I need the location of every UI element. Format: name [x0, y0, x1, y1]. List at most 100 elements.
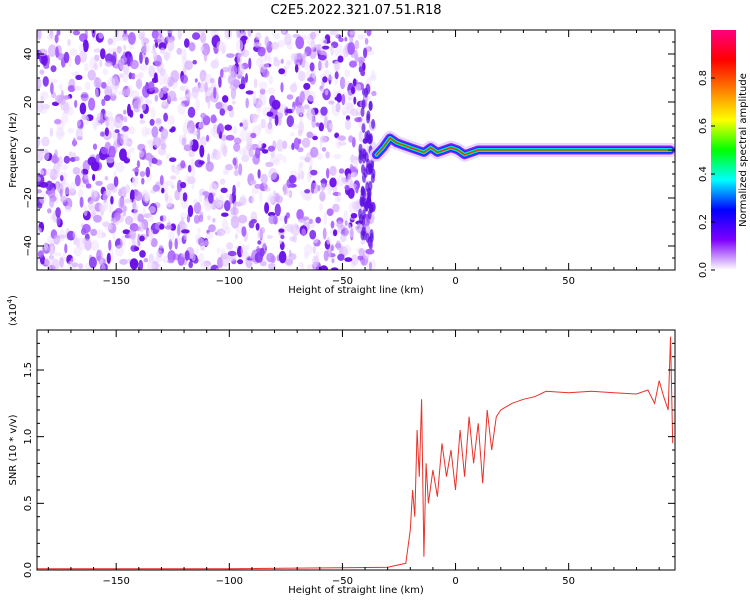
snr-x-axis-label: Height of straight line (km) — [288, 585, 424, 596]
noise-blob — [238, 148, 247, 156]
noise-blob — [188, 261, 193, 269]
noise-blob — [278, 215, 286, 222]
noise-blob — [333, 153, 342, 160]
noise-blob — [132, 168, 140, 172]
noise-blob — [131, 73, 136, 80]
noise-blob — [350, 108, 359, 117]
noise-blob — [74, 174, 81, 187]
noise-blob — [280, 58, 284, 64]
noise-blob — [220, 187, 228, 193]
noise-blob — [114, 129, 120, 134]
noise-blob — [342, 244, 351, 256]
noise-blob — [248, 57, 252, 70]
noise-blob — [250, 114, 260, 119]
noise-blob — [335, 240, 341, 251]
noise-blob — [317, 46, 323, 51]
noise-blob — [159, 215, 164, 222]
noise-blob — [330, 220, 335, 229]
noise-blob — [212, 148, 218, 157]
noise-blob — [280, 82, 284, 93]
noise-blob — [62, 182, 72, 195]
noise-blob — [292, 234, 297, 243]
noise-blob — [199, 45, 205, 52]
noise-blob — [123, 44, 127, 50]
noise-blob — [126, 53, 131, 67]
noise-blob — [358, 130, 363, 142]
noise-blob — [348, 201, 357, 215]
noise-blob — [204, 81, 208, 93]
noise-blob — [252, 179, 257, 185]
noise-blob — [83, 205, 88, 217]
noise-blob — [240, 244, 247, 257]
noise-blob — [162, 85, 168, 95]
noise-blob — [319, 265, 329, 270]
noise-blob — [284, 33, 292, 46]
noise-blob — [164, 192, 169, 202]
noise-blob — [354, 39, 360, 50]
noise-blob — [212, 184, 219, 189]
noise-blob — [63, 101, 70, 114]
noise-blob — [299, 161, 304, 168]
noise-blob — [264, 202, 270, 214]
noise-blob — [57, 94, 67, 105]
noise-blob — [312, 244, 317, 254]
spectrogram-y-ticks: −40 −20 0 20 40 — [23, 29, 675, 271]
noise-blob — [148, 253, 155, 264]
noise-blob — [210, 83, 214, 93]
spectrogram-x-tick-label: −100 — [216, 276, 243, 287]
noise-blob — [47, 235, 54, 244]
noise-blob — [266, 235, 273, 239]
noise-blob — [54, 172, 63, 178]
noise-blob — [284, 258, 294, 266]
snr-x-tick-label: 50 — [562, 576, 575, 587]
noise-blob — [295, 104, 305, 116]
noise-blob — [167, 259, 175, 264]
noise-blob — [82, 39, 89, 53]
noise-blob — [344, 36, 348, 42]
noise-blob — [205, 161, 214, 172]
noise-blob — [122, 206, 127, 217]
colorbar-tick-label: 0.0 — [698, 262, 709, 278]
noise-blob — [221, 219, 229, 232]
noise-blob — [338, 37, 344, 43]
noise-blob — [239, 122, 243, 127]
noise-blob — [104, 94, 111, 102]
noise-blob — [230, 215, 240, 229]
noise-blob — [336, 174, 345, 187]
noise-blob — [113, 176, 119, 188]
noise-blob — [215, 267, 225, 270]
noise-blob — [123, 30, 127, 34]
noise-blob — [193, 214, 200, 224]
noise-blob — [199, 144, 205, 158]
noise-blob — [363, 168, 368, 179]
spectrogram-y-tick-label: 0 — [23, 147, 34, 153]
noise-blob — [55, 127, 65, 140]
noise-blob — [251, 187, 260, 195]
noise-blob — [354, 49, 359, 62]
noise-blob — [257, 240, 262, 245]
noise-blob — [137, 213, 145, 223]
noise-blob — [105, 53, 114, 64]
noise-blob — [87, 156, 97, 166]
noise-blob — [67, 39, 71, 47]
noise-blob — [124, 215, 134, 225]
noise-blob — [58, 83, 63, 91]
colorbar-tick-label: 0.8 — [698, 70, 709, 86]
noise-blob — [181, 137, 187, 146]
noise-blob — [344, 119, 352, 131]
noise-blob — [310, 181, 315, 194]
spectrogram-x-ticks: −150 −100 −50 0 50 — [47, 30, 660, 287]
noise-blob — [203, 49, 208, 62]
noise-blob — [334, 30, 340, 39]
noise-blob — [234, 233, 238, 240]
noise-blob — [100, 131, 105, 137]
noise-blob — [168, 230, 175, 242]
noise-blob — [147, 261, 156, 270]
noise-blob — [285, 59, 291, 70]
noise-blob — [268, 214, 276, 225]
chart-title: C2E5.2022.321.07.51.R18 — [270, 3, 441, 18]
noise-blob — [159, 68, 166, 77]
noise-blob — [306, 107, 315, 121]
noise-blob — [114, 212, 121, 221]
noise-blob — [320, 179, 328, 184]
